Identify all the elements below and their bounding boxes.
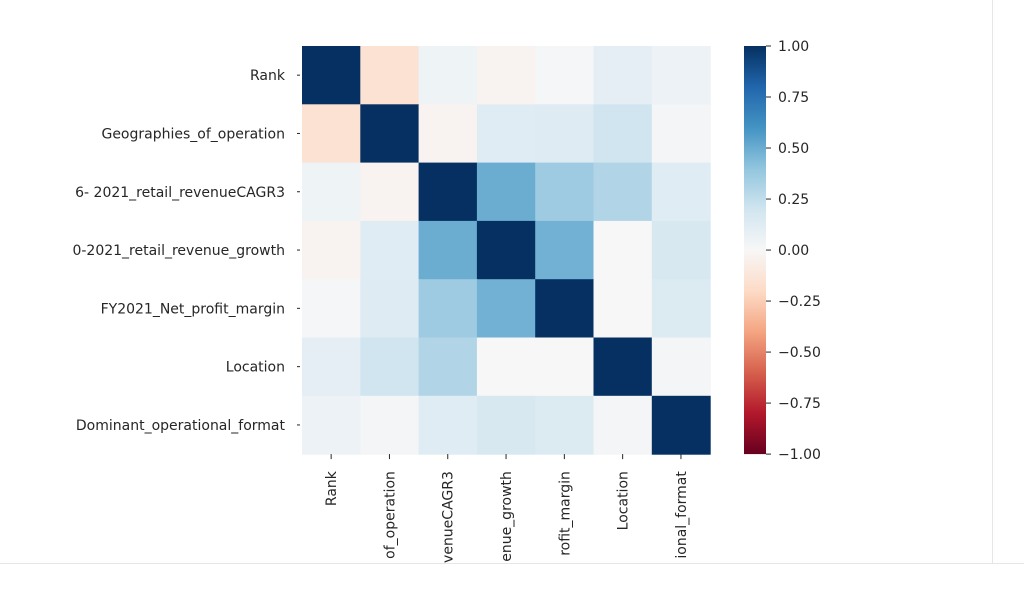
heatmap-cell-r4-c2 [418, 279, 478, 339]
heatmap-cell-r4-c3 [476, 279, 536, 339]
colorbar-tick-label: −0.75 [778, 396, 821, 412]
column-label: revenueCAGR3 [441, 471, 457, 577]
heatmap-cell-r1-c1 [360, 104, 420, 164]
heatmap-cell-r5-c0 [302, 337, 361, 397]
row-label: 0-2021_retail_revenue_growth [72, 243, 285, 259]
colorbar-tick-label: 0.25 [778, 192, 809, 208]
heatmap-cell-r1-c6 [651, 104, 711, 164]
heatmap-cell-r4-c6 [651, 279, 711, 339]
colorbar-tick-label: 0.50 [778, 141, 809, 157]
heatmap-cell-r0-c1 [360, 46, 420, 105]
heatmap-cell-r3-c4 [535, 220, 595, 280]
heatmap-cell-r6-c2 [418, 395, 478, 455]
heatmap-cells [302, 46, 711, 455]
heatmap-cell-r5-c1 [360, 337, 420, 397]
heatmap-cell-r0-c0 [302, 46, 361, 105]
colorbar-tick-label: 0.75 [778, 90, 809, 106]
colorbar-tick-label: −0.25 [778, 294, 821, 310]
heatmap-cell-r0-c3 [476, 46, 536, 105]
heatmap-cell-r0-c5 [593, 46, 653, 105]
heatmap-cell-r1-c2 [418, 104, 478, 164]
heatmap-cell-r3-c5 [593, 220, 653, 280]
heatmap-cell-r4-c5 [593, 279, 653, 339]
row-label: FY2021_Net_profit_margin [101, 301, 285, 317]
heatmap-cell-r6-c3 [476, 395, 536, 455]
heatmap-cell-r0-c4 [535, 46, 595, 105]
heatmap-cell-r5-c2 [418, 337, 478, 397]
column-label: ional_format [674, 471, 690, 559]
heatmap-cell-r3-c1 [360, 220, 420, 280]
heatmap-cell-r6-c4 [535, 395, 595, 455]
heatmap-cell-r5-c3 [476, 337, 536, 397]
heatmap-cell-r1-c5 [593, 104, 653, 164]
heatmap-cell-r2-c1 [360, 162, 420, 222]
heatmap-cell-r2-c2 [418, 162, 478, 222]
column-label: of_operation [382, 471, 398, 559]
heatmap-cell-r0-c6 [651, 46, 711, 105]
column-labels: Rank of_operation revenueCAGR3 enue_growth r… [324, 454, 690, 577]
heatmap-cell-r3-c3 [476, 220, 536, 280]
heatmap-cell-r4-c0 [302, 279, 361, 339]
heatmap-cell-r2-c6 [651, 162, 711, 222]
colorbar-tick-label: −1.00 [778, 447, 821, 463]
heatmap-cell-r1-c4 [535, 104, 595, 164]
row-labels: Rank Geographies_of_operation 6- 2021_reta… [72, 68, 300, 434]
column-label: rofit_margin [557, 471, 573, 556]
column-label: enue_growth [499, 471, 515, 562]
heatmap-cell-r6-c5 [593, 395, 653, 455]
column-label: Rank [324, 470, 340, 506]
heatmap-cell-r6-c0 [302, 395, 361, 455]
heatmap-cell-r5-c4 [535, 337, 595, 397]
heatmap-cell-r1-c3 [476, 104, 536, 164]
heatmap-cell-r3-c6 [651, 220, 711, 280]
column-label: Location [616, 471, 632, 530]
row-label: Dominant_operational_format [76, 418, 286, 434]
colorbar: 1.00 0.75 0.50 0.25 0.00 −0.25 −0.50 −0.75 −1.00 [744, 39, 821, 463]
heatmap-cell-r5-c5 [593, 337, 653, 397]
row-label: Location [226, 360, 285, 376]
heatmap-cell-r5-c6 [651, 337, 711, 397]
heatmap-cell-r3-c2 [418, 220, 478, 280]
heatmap-cell-r4-c1 [360, 279, 420, 339]
heatmap-cell-r3-c0 [302, 220, 361, 280]
frame-bottom-border [0, 563, 1024, 564]
heatmap-cell-r2-c0 [302, 162, 361, 222]
heatmap-cell-r0-c2 [418, 46, 478, 105]
heatmap-cell-r2-c5 [593, 162, 653, 222]
frame-right-border [992, 0, 993, 563]
heatmap-cell-r6-c1 [360, 395, 420, 455]
heatmap-cell-r6-c6 [651, 395, 711, 455]
heatmap-cell-r2-c4 [535, 162, 595, 222]
row-label: Rank [250, 68, 286, 84]
row-label: 6- 2021_retail_revenueCAGR3 [75, 185, 285, 201]
heatmap-cell-r4-c4 [535, 279, 595, 339]
heatmap-cell-r2-c3 [476, 162, 536, 222]
colorbar-tick-label: 0.00 [778, 243, 809, 259]
colorbar-tick-label: 1.00 [778, 39, 809, 55]
colorbar-tick-label: −0.50 [778, 345, 821, 361]
colorbar-gradient [744, 46, 766, 455]
row-label: Geographies_of_operation [101, 126, 285, 142]
heatmap-cell-r1-c0 [302, 104, 361, 164]
